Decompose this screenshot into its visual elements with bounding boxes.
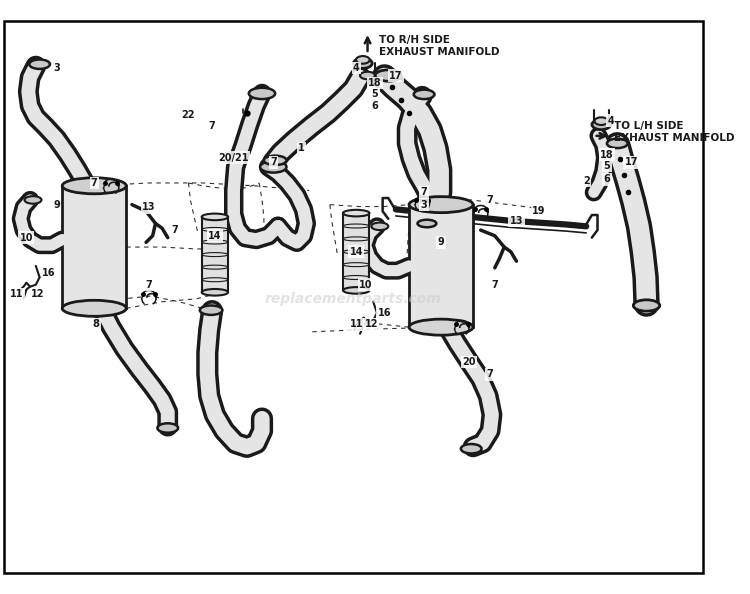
- Ellipse shape: [343, 210, 370, 216]
- Text: 7: 7: [91, 178, 98, 188]
- Text: 8: 8: [93, 320, 100, 329]
- Ellipse shape: [595, 118, 608, 125]
- Text: 4: 4: [352, 63, 359, 73]
- Ellipse shape: [592, 119, 610, 129]
- Text: 5: 5: [604, 161, 610, 171]
- Ellipse shape: [158, 424, 178, 432]
- Ellipse shape: [607, 138, 628, 148]
- Text: 16: 16: [378, 308, 392, 318]
- Text: 14: 14: [209, 230, 222, 241]
- FancyBboxPatch shape: [343, 213, 370, 290]
- FancyBboxPatch shape: [409, 205, 473, 327]
- Ellipse shape: [409, 319, 473, 335]
- Text: 7: 7: [487, 195, 494, 205]
- Ellipse shape: [356, 56, 370, 64]
- Ellipse shape: [29, 59, 50, 69]
- Text: TO L/H SIDE
EXHAUST MANIFOLD: TO L/H SIDE EXHAUST MANIFOLD: [614, 121, 735, 143]
- Ellipse shape: [200, 305, 223, 315]
- Text: 7: 7: [146, 280, 152, 290]
- Text: 7: 7: [491, 280, 498, 290]
- Text: 4: 4: [608, 116, 614, 126]
- Ellipse shape: [418, 220, 436, 228]
- Text: 9: 9: [438, 238, 445, 247]
- Ellipse shape: [460, 444, 482, 453]
- Text: 11: 11: [10, 289, 24, 299]
- Text: 7: 7: [270, 157, 277, 168]
- Text: TO R/H SIDE
EXHAUST MANIFOLD: TO R/H SIDE EXHAUST MANIFOLD: [379, 35, 500, 56]
- Ellipse shape: [633, 300, 660, 311]
- Text: 9: 9: [53, 200, 60, 210]
- Text: 13: 13: [142, 203, 156, 213]
- Ellipse shape: [371, 223, 388, 230]
- Text: 6: 6: [604, 174, 610, 184]
- Ellipse shape: [25, 196, 41, 204]
- Text: 19: 19: [532, 206, 546, 216]
- Text: 1: 1: [298, 143, 305, 153]
- Ellipse shape: [264, 156, 286, 165]
- Text: 7: 7: [171, 225, 178, 235]
- Ellipse shape: [202, 214, 228, 220]
- Text: replacementparts.com: replacementparts.com: [265, 292, 442, 306]
- Text: 14: 14: [350, 247, 363, 257]
- Text: 12: 12: [31, 289, 44, 299]
- Text: 3: 3: [421, 200, 428, 210]
- Ellipse shape: [360, 72, 375, 79]
- Text: 10: 10: [359, 280, 373, 290]
- Text: 10: 10: [20, 233, 33, 242]
- Text: 11: 11: [350, 320, 363, 329]
- Text: 12: 12: [364, 320, 378, 329]
- Text: 2: 2: [583, 176, 590, 186]
- Ellipse shape: [260, 162, 286, 173]
- Text: 16: 16: [42, 268, 56, 279]
- Ellipse shape: [62, 178, 126, 194]
- Text: 18: 18: [368, 78, 382, 88]
- Text: 5: 5: [372, 89, 379, 99]
- Ellipse shape: [62, 301, 126, 317]
- Ellipse shape: [202, 289, 228, 296]
- Text: 20/21: 20/21: [218, 153, 249, 163]
- Ellipse shape: [249, 88, 275, 99]
- Ellipse shape: [375, 70, 401, 81]
- Text: 7: 7: [421, 187, 428, 197]
- Ellipse shape: [414, 90, 434, 99]
- Text: 3: 3: [53, 63, 60, 73]
- Text: 13: 13: [510, 216, 524, 226]
- FancyBboxPatch shape: [202, 217, 228, 292]
- FancyBboxPatch shape: [62, 186, 126, 308]
- Text: 22: 22: [182, 110, 195, 120]
- Text: 7: 7: [209, 121, 215, 131]
- Ellipse shape: [409, 197, 473, 213]
- Text: 18: 18: [600, 150, 613, 160]
- Text: 17: 17: [625, 157, 638, 168]
- Text: 7: 7: [487, 369, 494, 380]
- Text: 17: 17: [389, 71, 403, 81]
- Text: 20: 20: [463, 357, 476, 367]
- Text: 6: 6: [372, 101, 379, 110]
- Ellipse shape: [353, 58, 372, 68]
- Ellipse shape: [343, 287, 370, 293]
